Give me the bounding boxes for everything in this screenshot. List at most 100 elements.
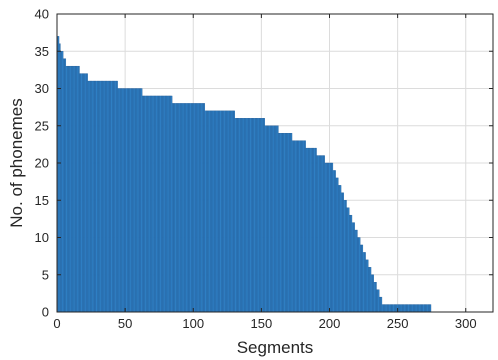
bar <box>289 133 291 313</box>
bar <box>394 304 396 313</box>
bar <box>379 296 381 313</box>
bar <box>112 80 114 313</box>
bar <box>182 103 185 313</box>
bar <box>240 118 242 313</box>
bar <box>350 214 353 313</box>
bar <box>91 80 94 313</box>
bar <box>366 259 369 313</box>
bar <box>419 304 422 313</box>
bar <box>310 147 313 313</box>
y-axis-ticks: 0 5 10 15 20 25 30 35 40 <box>35 7 493 320</box>
bar <box>116 80 118 313</box>
bar <box>268 125 271 313</box>
bar <box>214 110 216 313</box>
bar <box>252 118 255 313</box>
bar <box>395 304 398 313</box>
bar <box>75 65 77 313</box>
bar <box>120 88 122 313</box>
bar <box>402 304 404 313</box>
bar <box>204 110 207 313</box>
bar <box>233 110 235 313</box>
bar <box>339 185 342 313</box>
bar <box>319 155 321 313</box>
x-tick-label: 100 <box>182 316 204 331</box>
bar <box>129 88 132 313</box>
bar <box>69 65 72 313</box>
bar <box>219 110 222 313</box>
bar-series <box>57 36 432 313</box>
bar <box>64 58 67 313</box>
bar <box>200 103 203 313</box>
bar <box>57 36 60 313</box>
bar <box>151 95 154 313</box>
bar <box>260 118 263 313</box>
bar <box>114 80 117 313</box>
bar <box>79 73 82 313</box>
bar <box>338 185 340 313</box>
bar <box>376 289 379 313</box>
bar <box>256 118 259 313</box>
bar <box>132 88 135 313</box>
bar <box>312 147 315 313</box>
bar <box>99 80 102 313</box>
bar <box>347 207 350 313</box>
bar <box>315 147 317 313</box>
bar <box>143 95 146 313</box>
bar <box>82 73 84 313</box>
bar <box>223 110 226 313</box>
bar <box>148 95 151 313</box>
bar <box>404 304 407 313</box>
bar <box>212 110 215 313</box>
bar <box>400 304 403 313</box>
bar <box>196 103 199 313</box>
bar <box>295 140 298 313</box>
bar <box>407 304 410 313</box>
bar <box>110 80 113 313</box>
bar <box>235 118 238 313</box>
bar <box>250 118 253 313</box>
bar <box>225 110 227 313</box>
bar <box>336 177 339 313</box>
bar <box>169 95 171 313</box>
bar <box>245 118 248 313</box>
bar <box>302 140 305 313</box>
bar <box>113 80 116 313</box>
bar <box>80 73 83 313</box>
y-tick-label: 40 <box>35 7 49 22</box>
bar <box>237 118 240 313</box>
bar <box>301 140 304 313</box>
y-tick-label: 35 <box>35 44 49 59</box>
bar <box>316 155 319 313</box>
bar <box>388 304 391 313</box>
bar <box>210 110 212 313</box>
bar <box>131 88 133 313</box>
bar <box>177 103 180 313</box>
bar <box>150 95 152 313</box>
bar <box>265 125 268 313</box>
bar <box>321 155 324 313</box>
bar <box>249 118 252 313</box>
bar <box>152 95 155 313</box>
bar <box>167 95 170 313</box>
bar <box>92 80 95 313</box>
bar <box>369 267 372 313</box>
bar <box>94 80 97 313</box>
bar <box>185 103 188 313</box>
bar <box>389 304 392 313</box>
bar <box>272 125 275 313</box>
bar <box>216 110 219 313</box>
bar <box>414 304 417 313</box>
bar <box>418 304 421 313</box>
bar <box>381 304 384 313</box>
bar <box>135 88 137 313</box>
bar <box>280 133 283 313</box>
bar <box>238 118 241 313</box>
bar <box>146 95 148 313</box>
bar <box>67 65 69 313</box>
bar <box>417 304 419 313</box>
x-tick-label: 0 <box>53 316 60 331</box>
bar <box>186 103 189 313</box>
bar <box>357 237 359 313</box>
x-tick-label: 300 <box>455 316 477 331</box>
bar <box>171 103 174 313</box>
